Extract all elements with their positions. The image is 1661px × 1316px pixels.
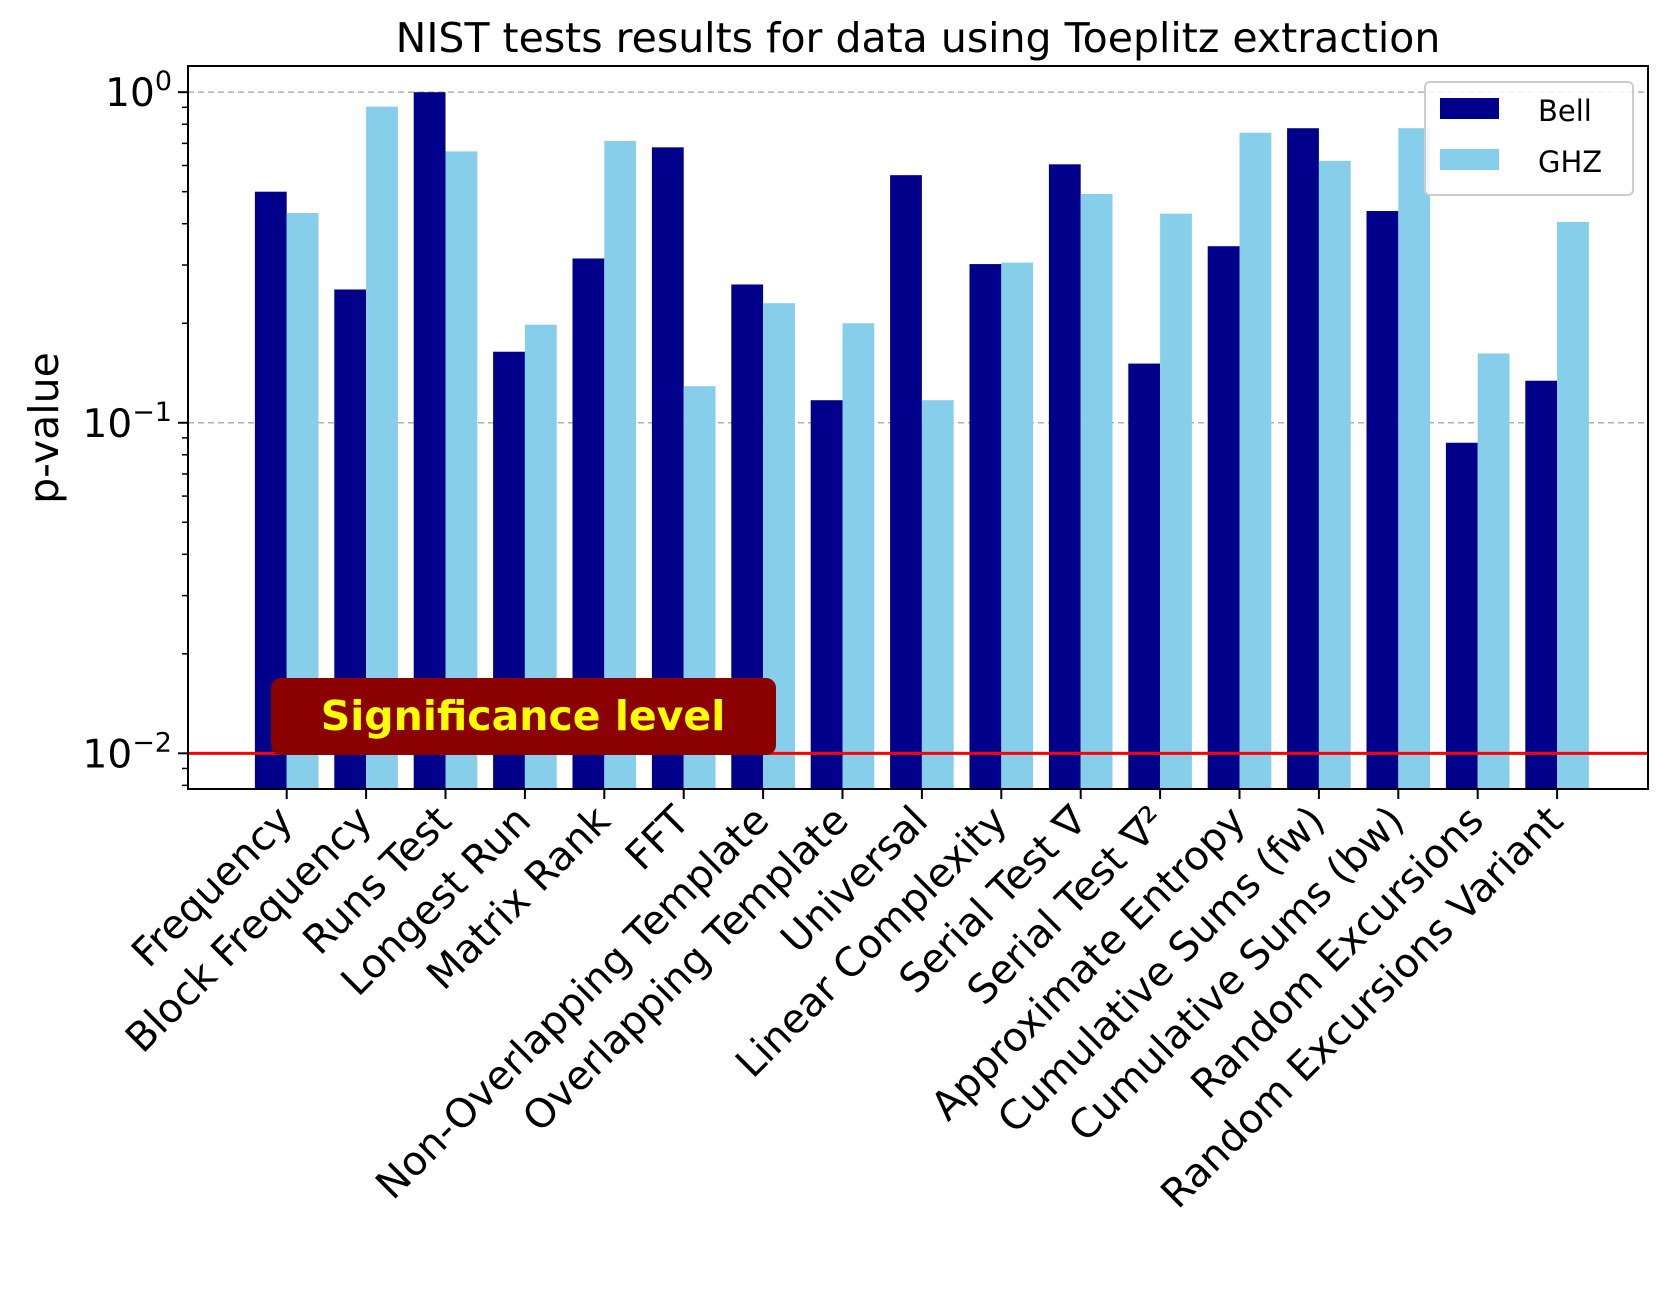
bar-ghz-12 [1239, 132, 1272, 789]
bar-ghz-10 [1080, 194, 1113, 790]
bar-ghz-15 [1477, 353, 1510, 789]
chart-title: NIST tests results for data using Toepli… [396, 14, 1441, 62]
y-axis: 10−2 10−1 100 [83, 66, 188, 787]
significance-label-box [271, 678, 776, 755]
bar-ghz-11 [1160, 213, 1192, 789]
bar-bell-7 [810, 400, 843, 789]
bar-ghz-14 [1398, 128, 1431, 789]
bar-bell-14 [1366, 211, 1399, 790]
bar-ghz-13 [1318, 160, 1351, 789]
legend-label-ghz: GHZ [1538, 145, 1602, 179]
legend-label-bell: Bell [1538, 94, 1592, 128]
significance-label: Significance level [321, 692, 726, 740]
y-tick-exponent: 0 [155, 66, 172, 97]
bar-bell-15 [1445, 442, 1478, 789]
legend: Bell GHZ [1424, 81, 1634, 196]
y-tick-exponent: −2 [132, 727, 172, 758]
legend-swatch-bell [1440, 98, 1499, 119]
significance-annotation: Significance level [271, 678, 776, 755]
bar-bell-13 [1287, 128, 1319, 789]
bar-bell-10 [1048, 164, 1081, 789]
y-tick-exponent: −1 [132, 397, 172, 428]
bar-ghz-8 [921, 400, 954, 789]
legend-swatch-ghz [1440, 149, 1499, 170]
y-axis-label: p-value [20, 352, 68, 504]
bar-bell-12 [1207, 246, 1240, 789]
y-tick-label: 10−1 [83, 397, 172, 447]
bar-bell-11 [1128, 363, 1161, 789]
bar-ghz-9 [1001, 262, 1034, 790]
bar-bell-9 [969, 264, 1002, 789]
y-tick-label: 10−2 [83, 727, 172, 777]
bar-ghz-7 [842, 323, 875, 789]
bar-bell-16 [1525, 380, 1558, 789]
bar-ghz-16 [1557, 221, 1589, 790]
plot-frame [187, 65, 1649, 790]
bar-bell-8 [890, 175, 922, 789]
bar-bell-2 [413, 92, 446, 789]
y-tick-label: 100 [105, 66, 172, 116]
bar-ghz-1 [366, 106, 398, 790]
